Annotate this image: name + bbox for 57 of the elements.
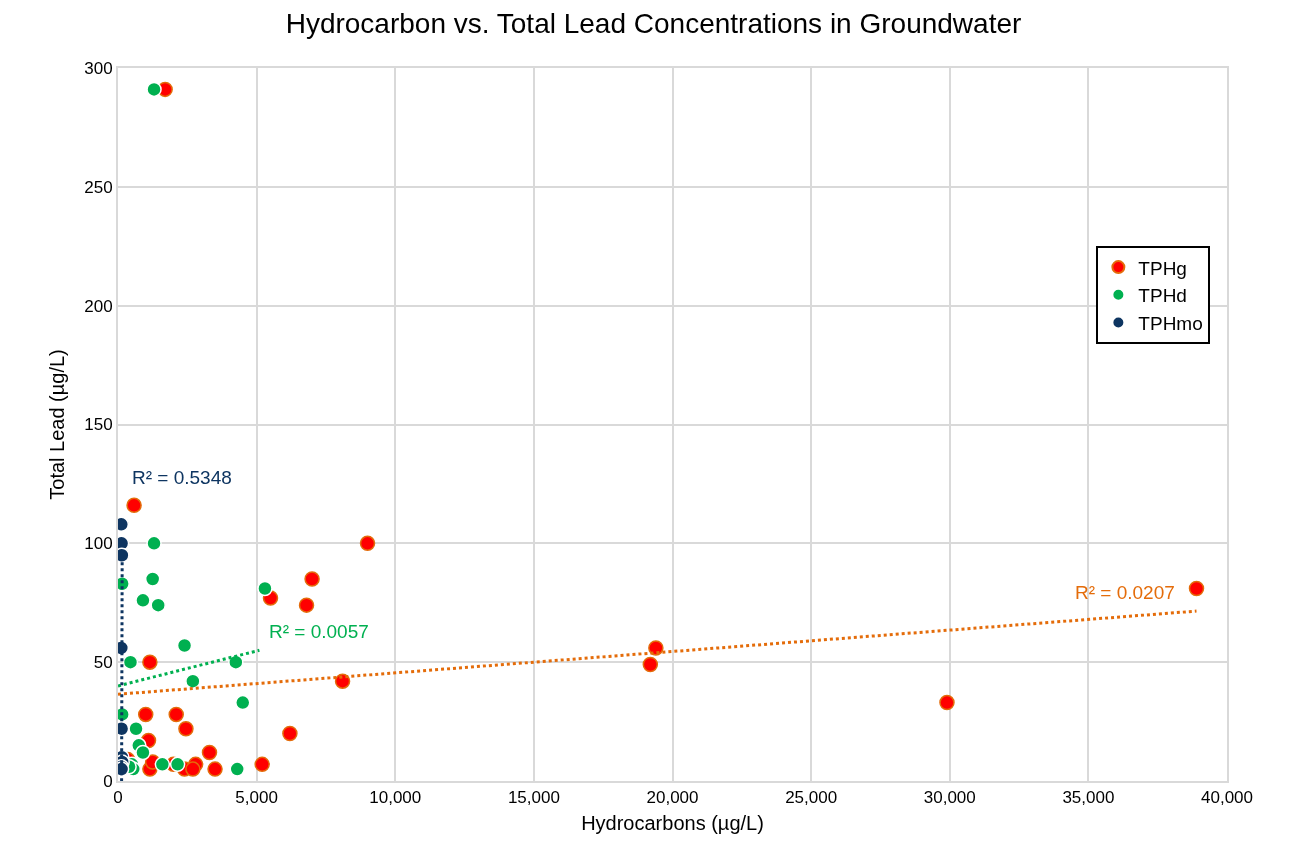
annotation: R² = 0.0057	[269, 621, 369, 642]
point	[201, 744, 218, 761]
y-axis-title: Total Lead (µg/L)	[46, 349, 69, 500]
x-tick-label: 15,000	[507, 788, 560, 808]
point	[257, 580, 273, 597]
chart-title: Hydrocarbon vs. Total Lead Concentrations in Groundwater	[285, 7, 1022, 39]
point	[254, 756, 270, 773]
point	[939, 694, 955, 711]
point	[185, 673, 201, 689]
point	[137, 706, 154, 723]
point	[235, 694, 251, 711]
annotation: R² = 0.5348	[132, 467, 232, 488]
legend-label: TPHd	[1138, 285, 1187, 307]
point	[642, 656, 659, 673]
y-tick-label: 50	[93, 653, 113, 673]
point	[150, 597, 166, 613]
x-tick-label: 25,000	[785, 788, 838, 808]
x-tick-label: 20,000	[646, 788, 699, 808]
x-axis-title: Hydrocarbons (µg/L)	[581, 812, 764, 835]
x-tick-label: 5,000	[235, 788, 278, 808]
point	[122, 654, 139, 670]
point	[176, 637, 193, 654]
point	[359, 535, 376, 552]
point	[154, 756, 171, 773]
y-tick-label: 250	[84, 177, 113, 197]
point	[228, 654, 244, 670]
point	[229, 761, 245, 777]
point	[146, 535, 162, 552]
point	[282, 725, 298, 742]
legend-label: TPHmo	[1138, 312, 1203, 334]
y-tick-label: 0	[103, 771, 113, 791]
y-tick-label: 100	[84, 534, 113, 554]
point	[135, 744, 151, 761]
point	[126, 497, 142, 514]
y-tick-label: 200	[84, 296, 113, 316]
point	[128, 720, 144, 737]
y-tick-label: 150	[84, 415, 113, 435]
legend-label: TPHg	[1138, 257, 1187, 279]
x-tick-label: 35,000	[1062, 788, 1115, 808]
point	[185, 761, 201, 777]
point	[178, 720, 194, 737]
x-tick-label: 40,000	[1201, 788, 1253, 808]
y-tick-label: 300	[84, 58, 113, 78]
point	[142, 654, 158, 670]
point	[144, 571, 161, 587]
point	[169, 756, 186, 773]
point	[135, 592, 151, 609]
point	[648, 640, 664, 656]
x-tick-label: 30,000	[923, 788, 976, 808]
x-tick-label: 10,000	[369, 788, 422, 808]
point	[304, 571, 320, 587]
point	[207, 761, 223, 777]
point	[146, 81, 162, 98]
point	[1188, 580, 1205, 597]
annotation: R² = 0.0207	[1075, 582, 1175, 603]
point	[168, 706, 184, 723]
point	[298, 597, 315, 613]
